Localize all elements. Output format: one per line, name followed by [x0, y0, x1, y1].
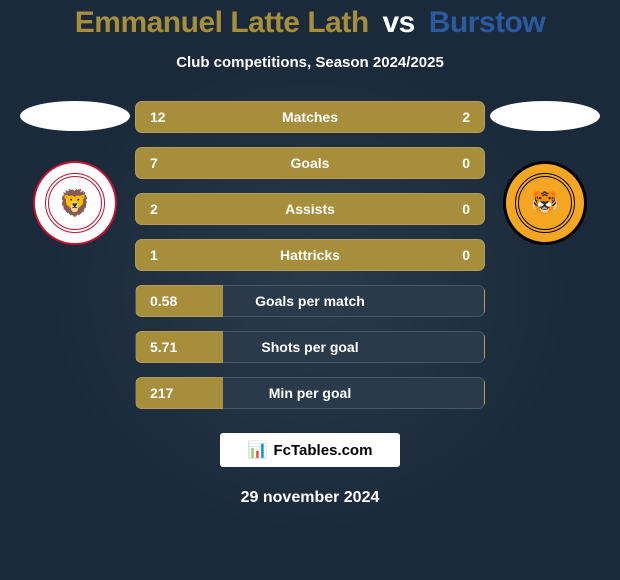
stat-label: Assists	[200, 201, 420, 217]
stats-column: 12Matches27Goals02Assists01Hattricks00.5…	[135, 101, 485, 409]
stat-row: 7Goals0	[135, 147, 485, 179]
right-side: 🐯	[485, 101, 605, 245]
player1-club-badge: 🦁	[33, 161, 117, 245]
badge-left-glyph: 🦁	[45, 173, 105, 233]
stat-value-right: 2	[420, 109, 470, 125]
player1-silhouette	[20, 101, 130, 131]
stat-row: 1Hattricks0	[135, 239, 485, 271]
stat-row: 2Assists0	[135, 193, 485, 225]
player1-name: Emmanuel Latte Lath	[75, 6, 369, 39]
stat-value-left: 5.71	[150, 339, 200, 355]
stat-label: Goals per match	[200, 293, 420, 309]
badge-right-glyph: 🐯	[515, 173, 575, 233]
stat-label: Goals	[200, 155, 420, 171]
brand-badge: 📊 FcTables.com	[220, 433, 400, 467]
player2-club-badge: 🐯	[503, 161, 587, 245]
stat-value-right: 0	[420, 247, 470, 263]
player2-silhouette	[490, 101, 600, 131]
main-layout: 🦁 12Matches27Goals02Assists01Hattricks00…	[0, 101, 620, 409]
stat-value-left: 12	[150, 109, 200, 125]
chart-icon: 📊	[248, 440, 268, 460]
left-side: 🦁	[15, 101, 135, 245]
player2-name: Burstow	[429, 6, 546, 39]
stat-row: 12Matches2	[135, 101, 485, 133]
stat-row: 0.58Goals per match	[135, 285, 485, 317]
stat-value-left: 1	[150, 247, 200, 263]
stat-label: Matches	[200, 109, 420, 125]
stat-value-left: 7	[150, 155, 200, 171]
brand-text: FcTables.com	[274, 442, 373, 459]
stat-value-left: 217	[150, 385, 200, 401]
stat-value-left: 0.58	[150, 293, 200, 309]
stat-label: Min per goal	[200, 385, 420, 401]
stat-row: 5.71Shots per goal	[135, 331, 485, 363]
stat-row: 217Min per goal	[135, 377, 485, 409]
comparison-title: Emmanuel Latte Lath vs Burstow	[0, 0, 620, 40]
stat-value-right: 0	[420, 201, 470, 217]
stat-value-right: 0	[420, 155, 470, 171]
stat-value-left: 2	[150, 201, 200, 217]
vs-separator: vs	[383, 6, 415, 39]
date-text: 29 november 2024	[0, 489, 620, 507]
stat-label: Shots per goal	[200, 339, 420, 355]
subtitle: Club competitions, Season 2024/2025	[0, 54, 620, 71]
stat-label: Hattricks	[200, 247, 420, 263]
